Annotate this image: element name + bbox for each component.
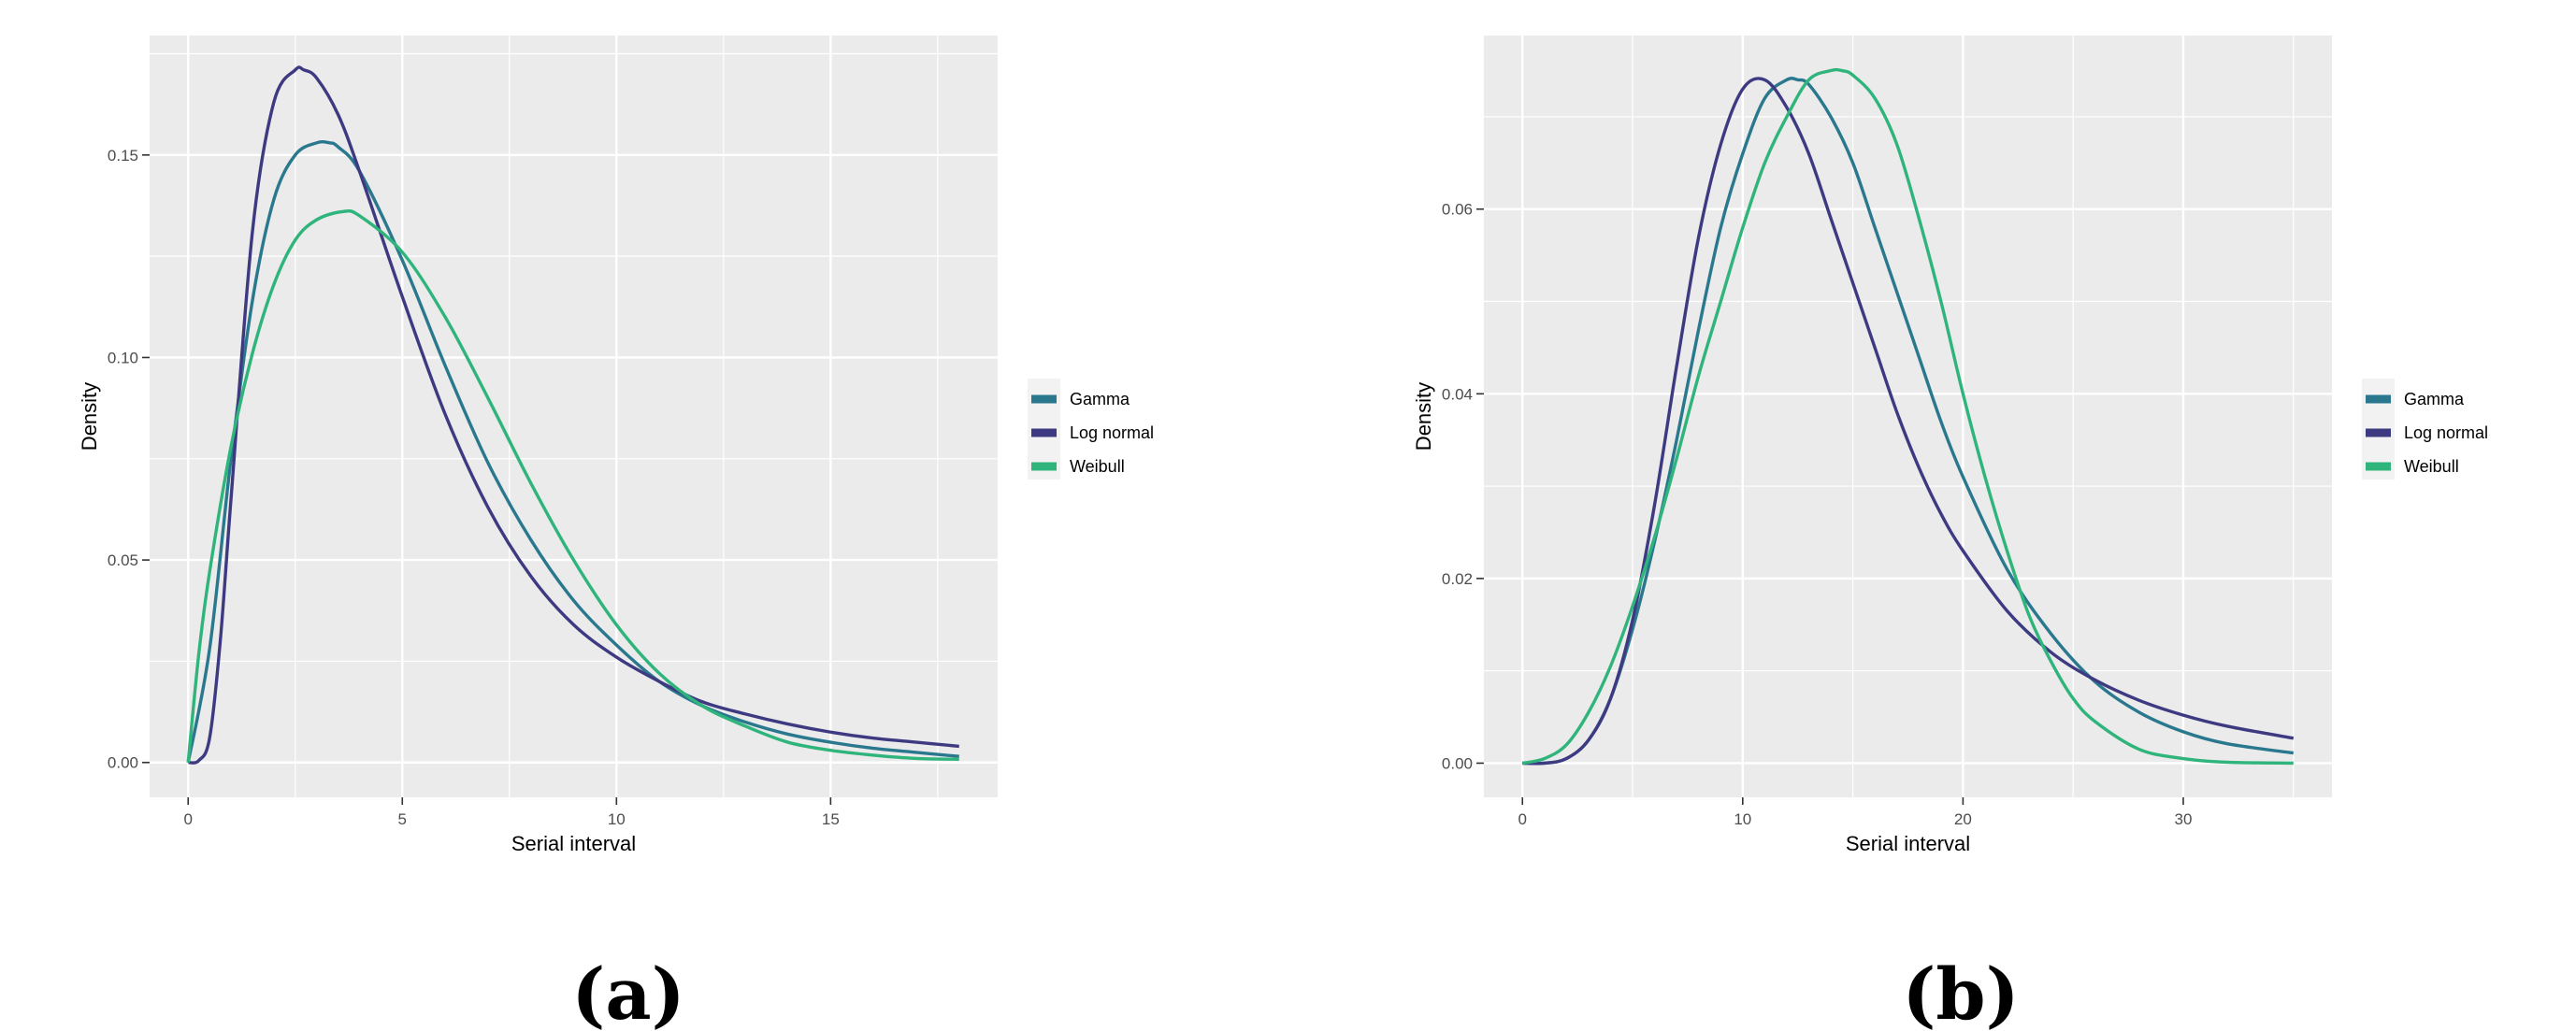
chart-b-x-tick-label-1: 10 <box>1734 810 1751 828</box>
chart-a-legend: Gamma Log normal Weibull <box>1028 379 1154 480</box>
chart-b-legend: Gamma Log normal Weibull <box>2362 379 2488 480</box>
chart-a-y-tick-label-2: 0.10 <box>108 349 138 366</box>
chart-a-y-tick-label-1: 0.05 <box>108 551 138 569</box>
chart-a-legend-label-weibull: Weibull <box>1070 457 1125 476</box>
chart-b-legend-key-gamma <box>2366 394 2391 404</box>
chart-a-x-tick-label-2: 10 <box>608 810 626 828</box>
chart-a-x-axis-title: Serial interval <box>511 832 636 855</box>
chart-b-y-axis-title: Density <box>1412 382 1435 451</box>
chart-a-y-axis-title: Density <box>78 382 101 451</box>
chart-a-plot-panel <box>150 36 998 797</box>
chart-a-series-weibull-line <box>186 208 959 763</box>
chart-a-y-tick-label-3: 0.15 <box>108 147 138 165</box>
chart-a-x-tick-label-3: 15 <box>822 810 840 828</box>
chart-a-axes: 0 5 10 15 0.00 0.05 0.10 0.15 <box>108 147 840 828</box>
chart-b-legend-item-weibull: Weibull <box>2366 457 2459 476</box>
chart-b-y-tick-label-1: 0.02 <box>1442 570 1473 588</box>
chart-a-series-log-normal-line <box>187 65 959 765</box>
chart-a-legend-label-gamma: Gamma <box>1070 390 1130 408</box>
chart-a-y-tick-label-0: 0.00 <box>108 754 138 772</box>
chart-b-legend-label-weibull: Weibull <box>2404 457 2459 476</box>
chart-b-x-tick-label-0: 0 <box>1518 810 1526 828</box>
chart-b-series-weibull-line <box>1521 67 2294 766</box>
chart-a-series-gamma-line <box>186 139 959 764</box>
chart-b-caption: (b) <box>1902 952 2019 1031</box>
chart-a-series <box>186 65 959 765</box>
chart-a-legend-label-log-normal: Log normal <box>1070 423 1154 442</box>
chart-a-legend-key-log-normal <box>1031 428 1057 437</box>
chart-b-plot-panel <box>1484 36 2332 797</box>
chart-b-x-tick-label-2: 20 <box>1954 810 1972 828</box>
chart-b-x-axis-title: Serial interval <box>1846 832 1970 855</box>
chart-b-series <box>1521 67 2295 766</box>
chart-a-legend-item-gamma: Gamma <box>1031 390 1130 408</box>
chart-b-y-tick-label-0: 0.00 <box>1442 754 1473 772</box>
chart-a-legend-key-gamma <box>1031 394 1057 404</box>
chart-a-caption: (a) <box>571 952 684 1031</box>
chart-b-y-tick-label-3: 0.06 <box>1442 201 1473 219</box>
chart-b-legend-key-weibull <box>2366 462 2391 471</box>
chart-b-legend-label-log-normal: Log normal <box>2404 423 2488 442</box>
chart-a-legend-key-weibull <box>1031 462 1057 471</box>
chart-a-x-tick-label-1: 5 <box>398 810 407 828</box>
chart-b-legend-item-log-normal: Log normal <box>2366 423 2488 442</box>
chart-b: 0 10 20 300.000.020.040.06 Serial interval … <box>1412 36 2488 1031</box>
chart-a-x-tick-label-0: 0 <box>183 810 192 828</box>
chart-b-legend-item-gamma: Gamma <box>2366 390 2465 408</box>
chart-b-x-tick-label-3: 30 <box>2175 810 2193 828</box>
chart-a-legend-item-weibull: Weibull <box>1031 457 1125 476</box>
chart-a-legend-item-log-normal: Log normal <box>1031 423 1154 442</box>
chart-b-series-log-normal-line <box>1522 77 2295 766</box>
chart-b-legend-key-log-normal <box>2366 428 2391 437</box>
chart-b-grid <box>1484 36 2332 797</box>
chart-b-y-tick-label-2: 0.04 <box>1442 385 1473 403</box>
chart-b-axes: 0 10 20 30 0.00 0.02 0.04 0.06 <box>1442 201 2193 828</box>
chart-b-legend-label-gamma: Gamma <box>2404 390 2465 408</box>
chart-a: 0 5 10 15 0.00 0.05 0.10 0.15 Serial interval D… <box>78 36 1154 1031</box>
